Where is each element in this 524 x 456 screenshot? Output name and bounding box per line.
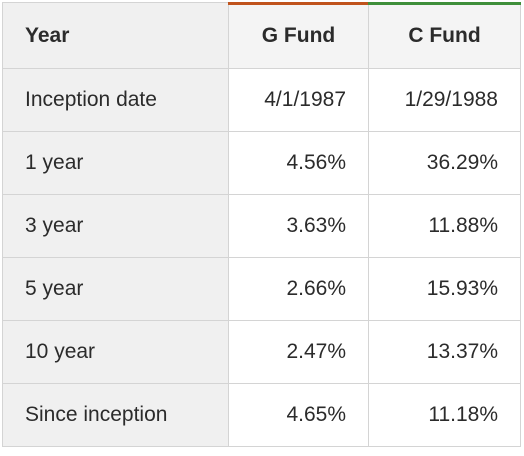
c-fund-value: 1/29/1988 bbox=[368, 68, 521, 132]
column-header-year: Year bbox=[2, 2, 229, 69]
g-fund-value: 2.47% bbox=[228, 320, 369, 384]
row-label: Inception date bbox=[2, 68, 229, 132]
row-label: Since inception bbox=[2, 383, 229, 447]
table-row: 1 year 4.56% 36.29% bbox=[2, 131, 521, 195]
row-label: 5 year bbox=[2, 257, 229, 321]
table-body: Inception date 4/1/1987 1/29/1988 1 year… bbox=[2, 68, 521, 447]
row-label: 1 year bbox=[2, 131, 229, 195]
g-fund-value: 4.56% bbox=[228, 131, 369, 195]
g-fund-value: 2.66% bbox=[228, 257, 369, 321]
g-fund-accent-bar bbox=[228, 2, 369, 5]
c-fund-header-label: C Fund bbox=[408, 23, 481, 47]
c-fund-value: 36.29% bbox=[368, 131, 521, 195]
table-row: Inception date 4/1/1987 1/29/1988 bbox=[2, 68, 521, 132]
column-header-c-fund: C Fund bbox=[368, 2, 521, 69]
c-fund-value: 13.37% bbox=[368, 320, 521, 384]
table-header: Year G Fund C Fund bbox=[2, 2, 521, 69]
table-row: 3 year 3.63% 11.88% bbox=[2, 194, 521, 258]
g-fund-value: 4.65% bbox=[228, 383, 369, 447]
table-row: 10 year 2.47% 13.37% bbox=[2, 320, 521, 384]
c-fund-accent-bar bbox=[368, 2, 521, 5]
row-label: 10 year bbox=[2, 320, 229, 384]
row-label: 3 year bbox=[2, 194, 229, 258]
column-header-g-fund: G Fund bbox=[228, 2, 369, 69]
table-row: 5 year 2.66% 15.93% bbox=[2, 257, 521, 321]
fund-performance-table: Year G Fund C Fund Inception date 4/1/19… bbox=[2, 2, 521, 447]
c-fund-value: 11.18% bbox=[368, 383, 521, 447]
table-row: Since inception 4.65% 11.18% bbox=[2, 383, 521, 447]
c-fund-value: 11.88% bbox=[368, 194, 521, 258]
header-row: Year G Fund C Fund bbox=[2, 2, 521, 69]
g-fund-value: 3.63% bbox=[228, 194, 369, 258]
g-fund-header-label: G Fund bbox=[261, 23, 336, 47]
c-fund-value: 15.93% bbox=[368, 257, 521, 321]
g-fund-value: 4/1/1987 bbox=[228, 68, 369, 132]
fund-performance-table-container: Year G Fund C Fund Inception date 4/1/19… bbox=[2, 2, 521, 453]
